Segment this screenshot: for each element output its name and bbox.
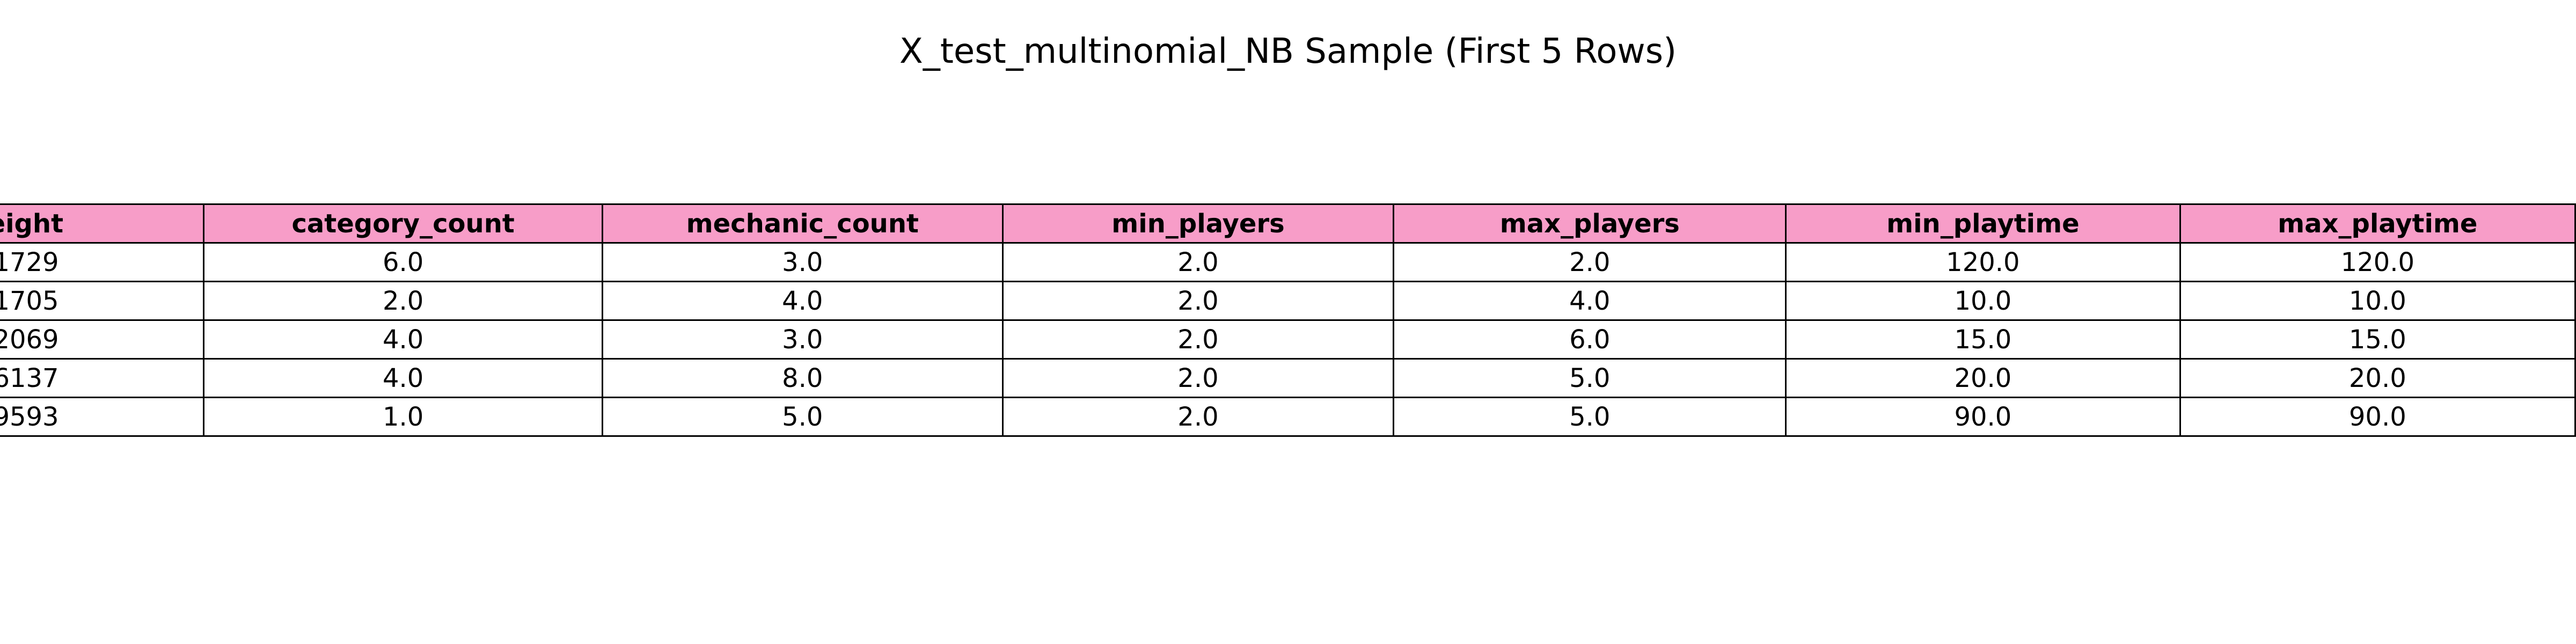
table-cell-min-players: 2.0	[1001, 319, 1395, 360]
table-cell-max-players: 5.0	[1393, 397, 1787, 437]
table-cell-min-playtime: 20.0	[1785, 358, 2181, 398]
table-cell-category-count: 1.0	[203, 397, 604, 437]
table-cell-mechanic-count: 3.0	[602, 319, 1004, 360]
table-cell-max-playtime: 10.0	[2179, 281, 2576, 321]
table-cell-min-players: 2.0	[1001, 242, 1395, 282]
table-header-row: weightcategory_countmechanic_countmin_pl…	[0, 203, 2576, 244]
table-cell-mechanic-count: 3.0	[602, 242, 1004, 282]
table-row: 2.95931.05.02.05.090.090.0	[0, 397, 2576, 437]
column-header-category-count: category_count	[203, 203, 604, 244]
table-cell-mechanic-count: 8.0	[602, 358, 1004, 398]
table-cell-max-playtime: 120.0	[2179, 242, 2576, 282]
table-body: 3.17296.03.02.02.0120.0120.01.17052.04.0…	[0, 242, 2576, 437]
data-table: weightcategory_countmechanic_countmin_pl…	[0, 203, 2576, 437]
table-cell-min-playtime: 15.0	[1785, 319, 2181, 360]
column-header-min-playtime: min_playtime	[1785, 203, 2181, 244]
table-cell-category-count: 2.0	[203, 281, 604, 321]
table-cell-weight: 2.9593	[0, 397, 205, 437]
chart-title: X_test_multinomial_NB Sample (First 5 Ro…	[899, 32, 1677, 71]
table-cell-weight: 1.6137	[0, 358, 205, 398]
table-row: 1.17052.04.02.04.010.010.0	[0, 281, 2576, 321]
table-row: 1.20694.03.02.06.015.015.0	[0, 319, 2576, 360]
table-cell-min-players: 2.0	[1001, 281, 1395, 321]
table-cell-max-playtime: 15.0	[2179, 319, 2576, 360]
table-cell-min-playtime: 10.0	[1785, 281, 2181, 321]
table-cell-weight: 1.1705	[0, 281, 205, 321]
table-cell-min-playtime: 120.0	[1785, 242, 2181, 282]
column-header-max-playtime: max_playtime	[2179, 203, 2576, 244]
column-header-min-players: min_players	[1001, 203, 1395, 244]
table-cell-mechanic-count: 4.0	[602, 281, 1004, 321]
table-cell-max-players: 6.0	[1393, 319, 1787, 360]
table-cell-max-players: 4.0	[1393, 281, 1787, 321]
column-header-max-players: max_players	[1393, 203, 1787, 244]
table-cell-min-players: 2.0	[1001, 397, 1395, 437]
table-cell-mechanic-count: 5.0	[602, 397, 1004, 437]
table-cell-category-count: 4.0	[203, 319, 604, 360]
table-cell-category-count: 4.0	[203, 358, 604, 398]
table-cell-max-playtime: 20.0	[2179, 358, 2576, 398]
table-cell-min-players: 2.0	[1001, 358, 1395, 398]
table-cell-max-playtime: 90.0	[2179, 397, 2576, 437]
table-cell-category-count: 6.0	[203, 242, 604, 282]
table-cell-weight: 1.2069	[0, 319, 205, 360]
column-header-weight: weight	[0, 203, 205, 244]
column-header-mechanic-count: mechanic_count	[602, 203, 1004, 244]
table-row: 1.61374.08.02.05.020.020.0	[0, 358, 2576, 398]
table-cell-min-playtime: 90.0	[1785, 397, 2181, 437]
table-cell-weight: 3.1729	[0, 242, 205, 282]
table-cell-max-players: 2.0	[1393, 242, 1787, 282]
table-container: weightcategory_countmechanic_countmin_pl…	[0, 203, 2576, 437]
table-cell-max-players: 5.0	[1393, 358, 1787, 398]
